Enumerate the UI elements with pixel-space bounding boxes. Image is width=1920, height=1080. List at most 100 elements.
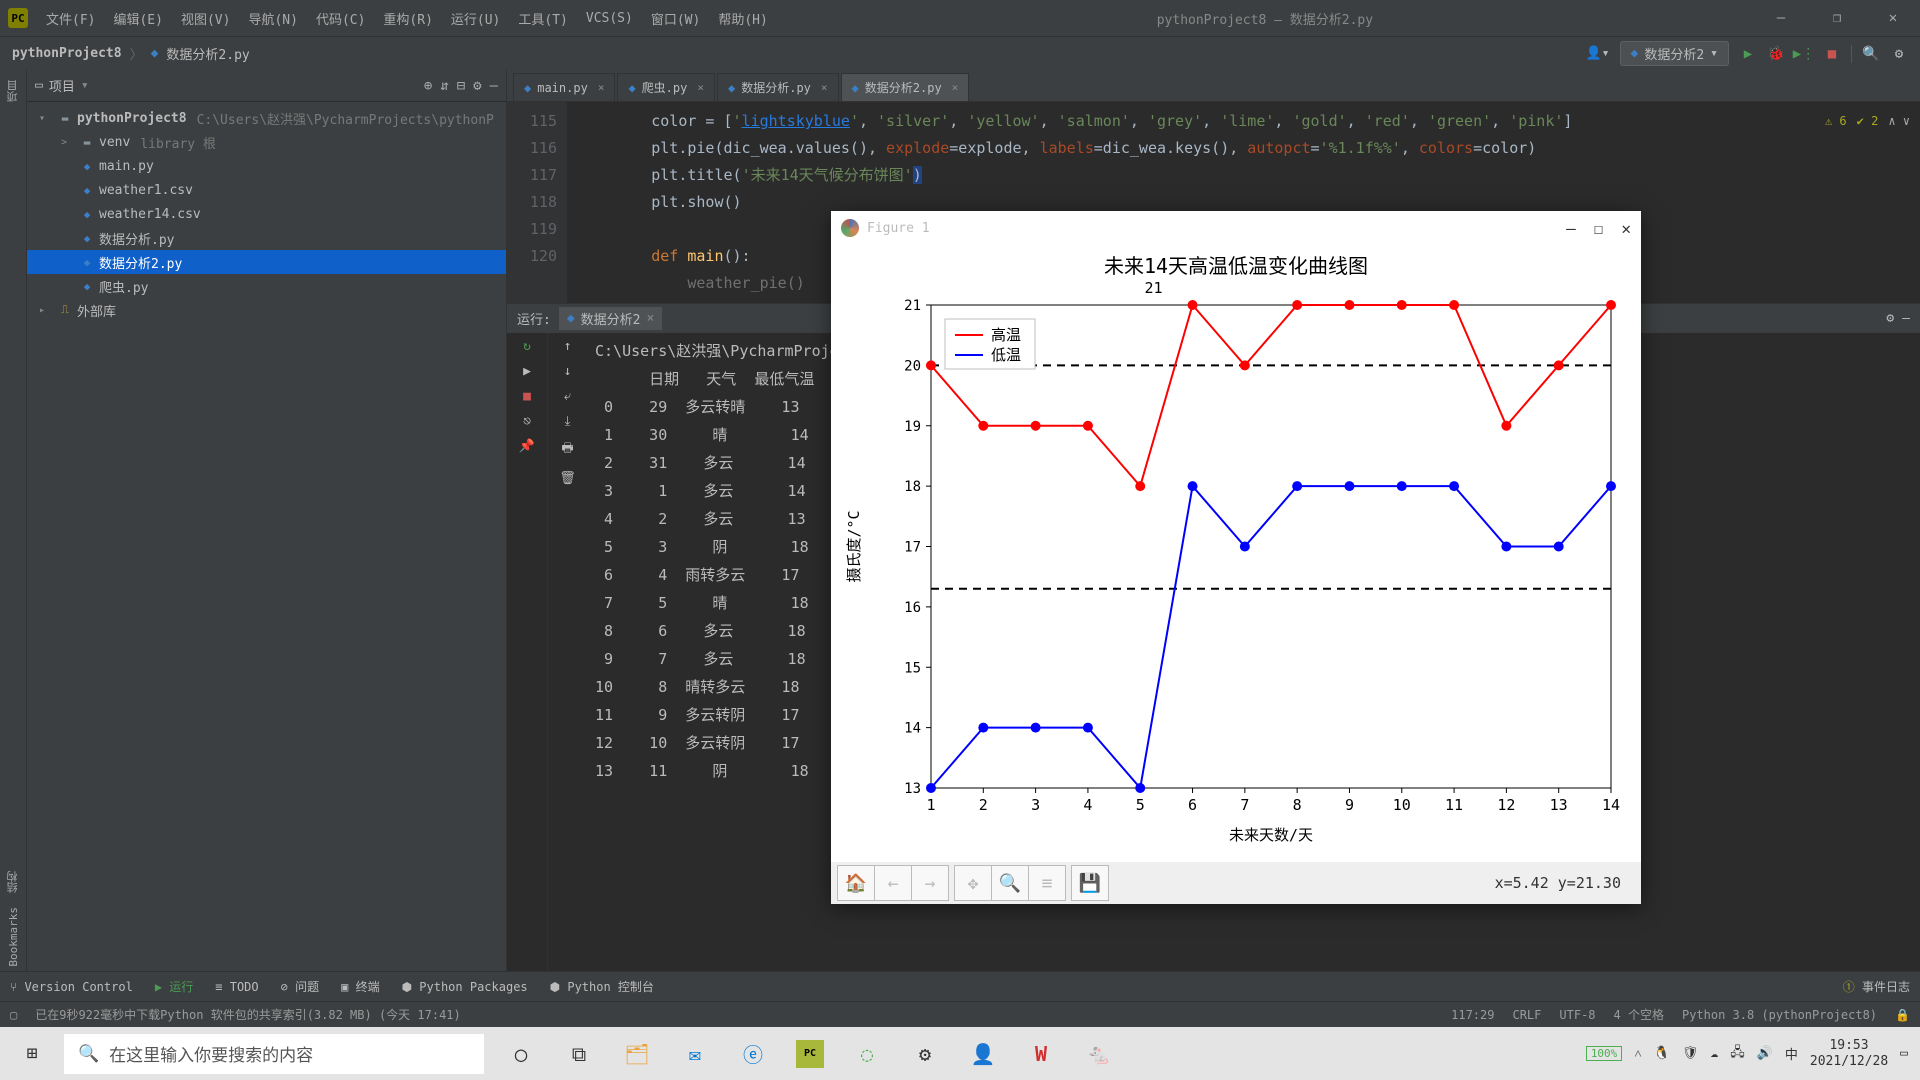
mail-icon[interactable]: ✉	[680, 1039, 710, 1069]
settings-icon[interactable]: ⚙	[910, 1039, 940, 1069]
breadcrumb-project[interactable]: pythonProject8	[12, 46, 122, 61]
back-icon[interactable]: ←	[874, 865, 912, 901]
network-icon[interactable]: 🖧	[1730, 1043, 1745, 1065]
bookmarks-tool-tab[interactable]: Bookmarks	[3, 903, 24, 971]
app-icon[interactable]: ◌	[852, 1039, 882, 1069]
home-icon[interactable]: 🏠	[837, 865, 875, 901]
close-icon[interactable]: ×	[821, 81, 828, 94]
run-config-selector[interactable]: ◆ 数据分析2 ▾	[1620, 41, 1729, 66]
figure-window[interactable]: Figure 1 — ☐ ✕ 未来14天高温低温变化曲线图21131415161…	[831, 211, 1641, 904]
tree-item[interactable]: ◆爬虫.py	[27, 274, 506, 298]
notifications-icon[interactable]: ▭	[1900, 1046, 1908, 1061]
inspection-badge[interactable]: ⚠ 6 ✔ 2 ∧ ∨	[1825, 108, 1910, 135]
scroll-icon[interactable]: ⤓	[565, 414, 571, 429]
battery-icon[interactable]: 100%	[1586, 1046, 1623, 1061]
lock-icon[interactable]: 🔒	[1895, 1008, 1910, 1022]
taskbar-search[interactable]: 🔍 在这里输入你要搜索的内容	[64, 1034, 484, 1074]
menu-help[interactable]: 帮助(H)	[718, 9, 767, 28]
maximize-button[interactable]: ☐	[1594, 219, 1604, 238]
debug-button[interactable]: 🐞	[1767, 45, 1785, 63]
volume-icon[interactable]: 🔊	[1757, 1046, 1773, 1061]
print-icon[interactable]: 🖶	[561, 439, 573, 461]
editor-tab[interactable]: ◆爬虫.py×	[617, 73, 715, 101]
hide-icon[interactable]: —	[490, 78, 498, 94]
maximize-button[interactable]: ❐	[1818, 4, 1856, 32]
rerun-icon[interactable]: ↻	[523, 339, 531, 354]
close-icon[interactable]: ×	[598, 81, 605, 94]
menu-run[interactable]: 运行(U)	[451, 9, 500, 28]
menu-edit[interactable]: 编辑(E)	[113, 9, 162, 28]
forward-icon[interactable]: →	[911, 865, 949, 901]
tree-external[interactable]: ▸⎍ 外部库	[27, 298, 506, 322]
configure-icon[interactable]: ≡	[1028, 865, 1066, 901]
search-icon[interactable]: 🔍	[1862, 45, 1880, 63]
figure-titlebar[interactable]: Figure 1 — ☐ ✕	[831, 211, 1641, 245]
menu-tools[interactable]: 工具(T)	[518, 9, 567, 28]
tray-icon[interactable]: 🐧	[1654, 1046, 1670, 1061]
tool-icon[interactable]: ▶	[523, 364, 531, 379]
start-button[interactable]: ⊞	[0, 1043, 64, 1064]
clock[interactable]: 19:532021/12/28	[1810, 1038, 1888, 1070]
tree-item[interactable]: ◆main.py	[27, 154, 506, 178]
minimize-button[interactable]: —	[1762, 4, 1800, 32]
interpreter[interactable]: Python 3.8 (pythonProject8)	[1682, 1008, 1877, 1022]
tree-item[interactable]: ◆weather1.csv	[27, 178, 506, 202]
gear-icon[interactable]: ⚙	[473, 78, 481, 94]
menu-view[interactable]: 视图(V)	[181, 9, 230, 28]
vcs-tab[interactable]: ⑂ Version Control	[10, 980, 133, 994]
app-icon-2[interactable]: 👤	[968, 1039, 998, 1069]
tree-item[interactable]: ◆数据分析.py	[27, 226, 506, 250]
up-icon[interactable]: ↑	[564, 339, 572, 354]
packages-tab[interactable]: ⬢ Python Packages	[402, 980, 528, 994]
cloud-icon[interactable]: ☁	[1710, 1046, 1718, 1061]
project-tool-tab[interactable]: 项目	[1, 76, 25, 106]
close-button[interactable]: ✕	[1874, 4, 1912, 32]
structure-tool-tab[interactable]: 结构	[1, 867, 25, 897]
tool-window-icon[interactable]: ▢	[10, 1008, 17, 1022]
trash-icon[interactable]: 🗑	[559, 471, 576, 486]
collapse-icon[interactable]: ⊟	[457, 78, 465, 94]
chevron-down-icon[interactable]: ▾	[81, 78, 89, 93]
menu-window[interactable]: 窗口(W)	[651, 9, 700, 28]
tree-item[interactable]: ◆weather14.csv	[27, 202, 506, 226]
problems-tab[interactable]: ⊘ 问题	[281, 978, 319, 995]
cortana-icon[interactable]: ◯	[506, 1039, 536, 1069]
editor-tab[interactable]: ◆数据分析.py×	[717, 73, 839, 101]
run-tab-bottom[interactable]: ▶ 运行	[155, 978, 193, 995]
pan-icon[interactable]: ✥	[954, 865, 992, 901]
stop-icon[interactable]: ■	[523, 389, 531, 404]
zoom-icon[interactable]: 🔍	[991, 865, 1029, 901]
save-icon[interactable]: 💾	[1071, 865, 1109, 901]
edge-icon[interactable]: ⓔ	[738, 1039, 768, 1069]
encoding[interactable]: UTF-8	[1559, 1008, 1595, 1022]
run-button[interactable]: ▶	[1739, 45, 1757, 63]
expand-icon[interactable]: ⇵	[440, 78, 448, 94]
security-icon[interactable]: 🛡	[1682, 1046, 1699, 1061]
tree-root[interactable]: ▾▬ pythonProject8 C:\Users\赵洪强\PycharmPr…	[27, 106, 506, 130]
menu-file[interactable]: 文件(F)	[46, 9, 95, 28]
menu-code[interactable]: 代码(C)	[316, 9, 365, 28]
plot-canvas[interactable]: 未来14天高温低温变化曲线图21131415161718192021123456…	[831, 245, 1641, 862]
close-icon[interactable]: ×	[697, 81, 704, 94]
editor-tab[interactable]: ◆数据分析2.py×	[841, 73, 970, 101]
terminal-tab[interactable]: ▣ 终端	[341, 978, 379, 995]
settings-icon[interactable]: ⚙	[1890, 45, 1908, 63]
eol[interactable]: CRLF	[1512, 1008, 1541, 1022]
close-button[interactable]: ✕	[1621, 219, 1631, 238]
todo-tab[interactable]: ≡ TODO	[215, 980, 258, 994]
indent[interactable]: 4 个空格	[1614, 1006, 1664, 1023]
chevron-up-icon[interactable]: ˄	[1634, 1046, 1641, 1062]
close-icon[interactable]: ×	[646, 311, 654, 326]
menu-refactor[interactable]: 重构(R)	[383, 9, 432, 28]
hide-icon[interactable]: —	[1902, 311, 1910, 326]
close-icon[interactable]: ×	[952, 81, 959, 94]
stop-button[interactable]: ■	[1823, 45, 1841, 63]
user-icon[interactable]: 👤▾	[1586, 46, 1610, 61]
taskview-icon[interactable]: ⧉	[564, 1039, 594, 1069]
pycharm-icon[interactable]: PC	[796, 1040, 824, 1068]
eventlog-tab[interactable]: ① 事件日志	[1843, 978, 1910, 995]
ime-icon[interactable]: 中	[1785, 1044, 1798, 1063]
menu-vcs[interactable]: VCS(S)	[586, 11, 633, 26]
wrap-icon[interactable]: ⤶	[564, 389, 571, 404]
wps-icon[interactable]: W	[1026, 1039, 1056, 1069]
